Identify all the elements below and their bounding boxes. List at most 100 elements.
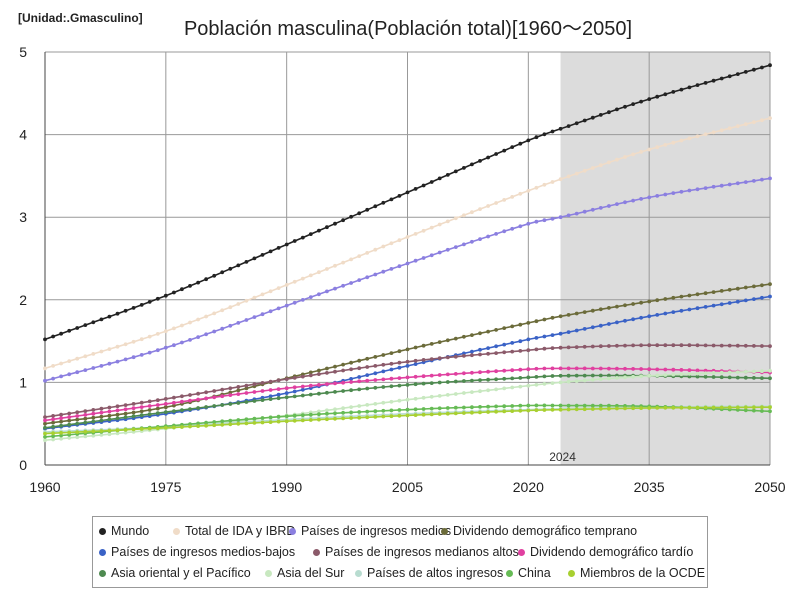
data-point bbox=[510, 195, 515, 199]
data-point bbox=[470, 353, 474, 358]
data-point bbox=[679, 138, 684, 143]
data-point bbox=[453, 216, 458, 221]
data-point bbox=[131, 402, 136, 406]
data-point bbox=[542, 346, 547, 351]
data-point bbox=[228, 393, 233, 397]
data-point bbox=[333, 263, 337, 268]
data-point bbox=[558, 215, 563, 220]
data-point bbox=[317, 391, 321, 396]
data-point bbox=[91, 429, 96, 434]
data-point bbox=[566, 313, 571, 317]
data-point bbox=[494, 351, 498, 355]
data-point bbox=[397, 398, 402, 403]
data-point bbox=[526, 367, 531, 372]
data-point bbox=[413, 358, 418, 363]
legend-item[interactable]: Dividendo demográfico tardío bbox=[518, 545, 693, 559]
data-point bbox=[196, 335, 201, 339]
data-point bbox=[623, 200, 627, 205]
data-point bbox=[663, 373, 668, 377]
data-point bbox=[510, 226, 515, 231]
data-point bbox=[308, 232, 313, 237]
data-point bbox=[655, 373, 660, 378]
data-point bbox=[300, 384, 305, 389]
legend-item[interactable]: Países de ingresos medios bbox=[289, 524, 451, 538]
data-point bbox=[663, 92, 668, 97]
data-point bbox=[695, 134, 700, 139]
data-point bbox=[470, 410, 474, 415]
data-point bbox=[284, 283, 289, 287]
data-point bbox=[155, 406, 160, 411]
data-point bbox=[228, 418, 233, 423]
data-point bbox=[663, 192, 668, 197]
data-point bbox=[647, 406, 652, 410]
data-point bbox=[462, 166, 466, 170]
data-point bbox=[123, 403, 128, 407]
data-point bbox=[631, 367, 635, 371]
legend-item[interactable]: Asia oriental y el Pacífico bbox=[99, 566, 251, 580]
data-point bbox=[526, 188, 531, 193]
data-point bbox=[462, 405, 466, 410]
data-point bbox=[590, 403, 595, 408]
data-point bbox=[284, 419, 289, 424]
data-point bbox=[687, 343, 692, 348]
data-point bbox=[357, 387, 362, 392]
data-point bbox=[131, 406, 136, 411]
data-point bbox=[768, 282, 772, 286]
data-point bbox=[462, 213, 466, 218]
legend-item[interactable]: Países de ingresos medios-bajos bbox=[99, 545, 295, 559]
data-point bbox=[325, 267, 329, 271]
data-point bbox=[655, 343, 660, 348]
legend-item[interactable]: Asia del Sur bbox=[265, 566, 344, 580]
data-point bbox=[51, 414, 55, 418]
data-point bbox=[655, 94, 660, 99]
data-point bbox=[752, 408, 756, 413]
legend-label: Miembros de la OCDE bbox=[580, 566, 706, 580]
data-point bbox=[357, 410, 362, 414]
data-point bbox=[598, 366, 603, 371]
data-point bbox=[188, 398, 192, 403]
data-point bbox=[220, 394, 225, 399]
data-point bbox=[333, 390, 337, 394]
legend-item[interactable]: Dividendo demográfico temprano bbox=[441, 524, 637, 538]
data-point bbox=[397, 349, 402, 354]
data-point bbox=[172, 400, 176, 405]
data-point bbox=[139, 303, 144, 307]
data-point bbox=[623, 155, 627, 159]
data-point bbox=[204, 314, 209, 319]
data-point bbox=[574, 373, 579, 378]
data-point bbox=[671, 372, 676, 377]
legend-item[interactable]: Miembros de la OCDE bbox=[568, 566, 705, 580]
data-point bbox=[695, 343, 700, 348]
data-point bbox=[349, 388, 353, 393]
legend-item[interactable]: China bbox=[506, 566, 551, 580]
data-point bbox=[558, 407, 563, 412]
data-point bbox=[115, 344, 120, 349]
data-point bbox=[550, 374, 555, 378]
data-point bbox=[260, 389, 265, 393]
data-point bbox=[405, 190, 410, 195]
legend-item[interactable]: Países de altos ingresos bbox=[355, 566, 503, 580]
data-point bbox=[244, 260, 249, 264]
legend-item[interactable]: Total de IDA y IBRD bbox=[173, 524, 295, 538]
data-point bbox=[768, 344, 772, 348]
data-point bbox=[768, 63, 772, 68]
x-tick-label: 2005 bbox=[392, 479, 423, 495]
legend-item[interactable]: Mundo bbox=[99, 524, 149, 538]
data-point bbox=[518, 408, 523, 413]
chart-title: Población masculina(Población total)[196… bbox=[184, 18, 632, 40]
data-point bbox=[155, 348, 160, 353]
data-point bbox=[768, 116, 772, 120]
data-point bbox=[453, 405, 458, 410]
data-point bbox=[558, 331, 563, 336]
data-point bbox=[147, 350, 152, 355]
data-point bbox=[429, 357, 434, 361]
data-point bbox=[284, 377, 289, 381]
data-point bbox=[67, 430, 72, 435]
data-point bbox=[453, 379, 458, 384]
legend-item[interactable]: Países de ingresos medianos altos bbox=[313, 545, 519, 559]
data-point bbox=[204, 332, 209, 337]
data-point bbox=[172, 395, 176, 400]
data-point bbox=[631, 406, 635, 411]
data-point bbox=[83, 429, 88, 434]
data-point bbox=[341, 283, 345, 288]
